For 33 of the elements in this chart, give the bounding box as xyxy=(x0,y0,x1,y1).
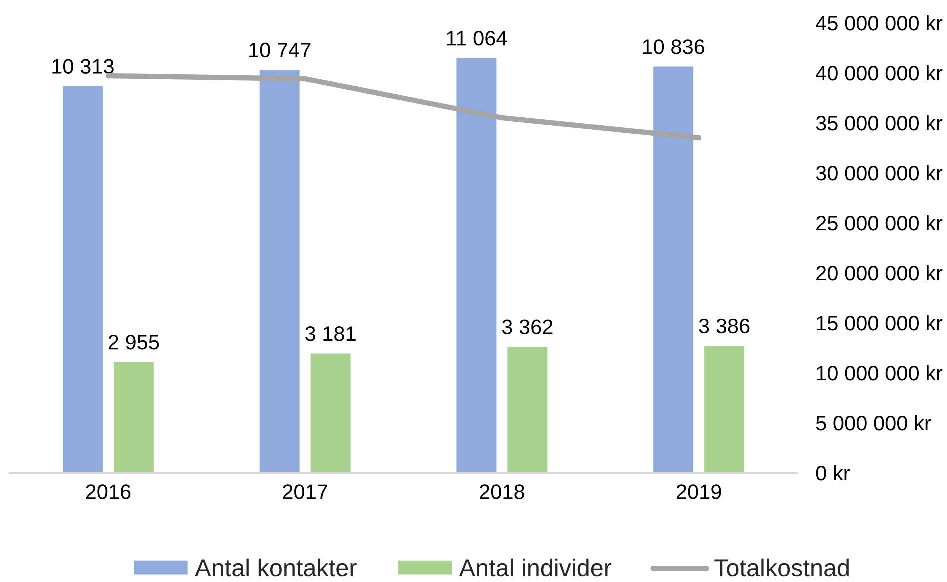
y2-tick-label: 0 kr xyxy=(816,465,850,481)
data-label: 11 064 xyxy=(447,31,508,46)
data-label: 3 362 xyxy=(502,320,553,335)
y2-tick-label: 10 000 000 kr xyxy=(817,365,943,381)
legend-label: Antal individer xyxy=(459,558,612,577)
y2-tick-label: 20 000 000 kr xyxy=(816,265,943,281)
legend-label: Antal kontakter xyxy=(195,558,357,577)
bar xyxy=(260,70,300,473)
bar xyxy=(654,66,694,473)
data-label: 2 955 xyxy=(108,335,160,350)
bar xyxy=(62,86,103,473)
y2-tick-label: 30 000 000 kr xyxy=(816,165,943,181)
y2-tick-label: 25 000 000 kr xyxy=(816,215,943,231)
x-tick-label: 2016 xyxy=(86,484,131,500)
bar xyxy=(704,346,745,473)
bar xyxy=(508,346,548,473)
legend-label: Totalkostnad xyxy=(714,558,849,577)
data-label: 10 313 xyxy=(52,59,114,74)
y2-tick-label: 15 000 000 kr xyxy=(817,315,943,331)
bar xyxy=(114,362,154,473)
y2-tick-label: 35 000 000 kr xyxy=(816,115,943,131)
x-tick-label: 2018 xyxy=(480,484,524,500)
data-label: 10 747 xyxy=(250,42,311,58)
bar xyxy=(456,58,497,473)
y2-tick-label: 40 000 000 kr xyxy=(816,65,943,81)
x-tick-label: 2017 xyxy=(283,484,328,500)
data-label: 3 181 xyxy=(306,326,356,342)
data-label: 10 836 xyxy=(643,40,705,54)
bar xyxy=(310,354,351,473)
data-label: 3 386 xyxy=(699,318,750,334)
y2-tick-label: 5 000 000 kr xyxy=(816,415,932,431)
y2-tick-label: 45 000 000 kr xyxy=(816,15,943,31)
x-tick-label: 2019 xyxy=(676,484,722,500)
